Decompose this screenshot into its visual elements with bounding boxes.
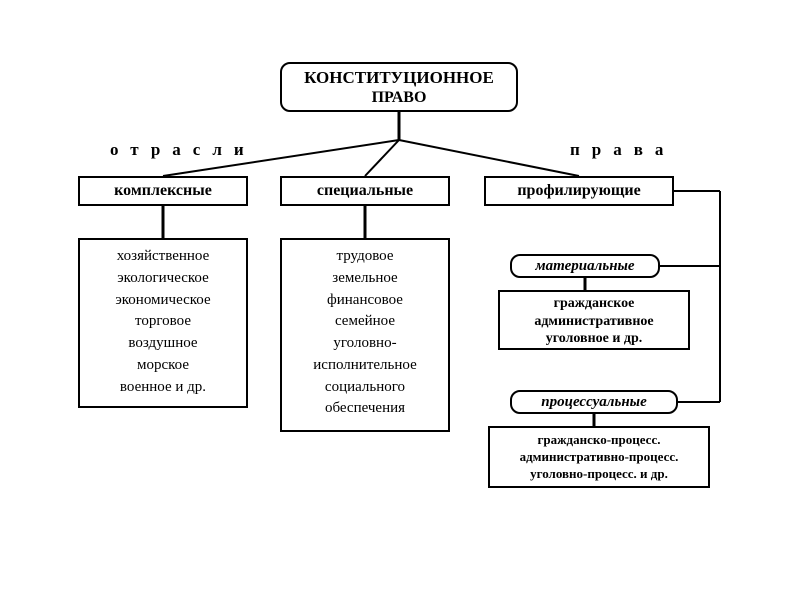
branch-complex-content: хозяйственное экологическое экономическо… <box>78 238 248 408</box>
branch-profiling-title: профилирующие <box>484 176 674 206</box>
label-branches-left: отрасли <box>110 140 256 160</box>
root-line2: ПРАВО <box>282 88 516 107</box>
subgroup-procedural-content: гражданско-процесс. административно-проц… <box>488 426 710 488</box>
branch-special-title: специальные <box>280 176 450 206</box>
subgroup-material-header: материальные <box>510 254 660 278</box>
root-line1: КОНСТИТУЦИОННОЕ <box>282 68 516 88</box>
branch-special-content: трудовое земельное финансовое семейное у… <box>280 238 450 432</box>
subgroup-procedural-header: процессуальные <box>510 390 678 414</box>
branch-complex-title: комплексные <box>78 176 248 206</box>
root-node: КОНСТИТУЦИОННОЕ ПРАВО <box>280 62 518 112</box>
subgroup-material-content: гражданское административное уголовное и… <box>498 290 690 350</box>
label-branches-right: права <box>570 140 675 160</box>
